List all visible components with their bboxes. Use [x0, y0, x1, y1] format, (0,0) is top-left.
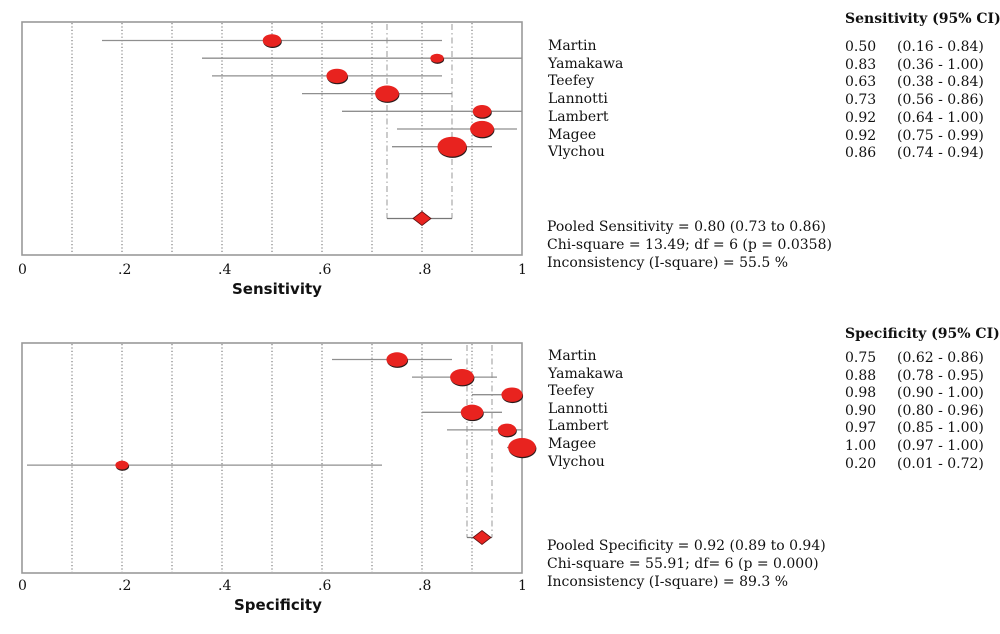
- sensitivity-forest-plot: [21, 21, 523, 256]
- study-ci: (0.16 - 0.84): [897, 39, 984, 55]
- study-estimate: 0.63: [845, 74, 877, 91]
- point-estimate: [460, 404, 484, 420]
- study-ci: (0.38 - 0.84): [897, 74, 984, 91]
- study-estimate: 0.97: [845, 420, 877, 437]
- x-axis-label: Sensitivity: [232, 280, 322, 298]
- estimates-column-header: Specificity (95% CI): [845, 326, 1000, 342]
- study-ci: (0.01 - 0.72): [897, 455, 984, 472]
- study-ci: (0.85 - 1.00): [897, 420, 984, 437]
- study-estimate: 1.00: [845, 438, 877, 454]
- study-ci: (0.56 - 0.86): [897, 92, 984, 109]
- x-tick-label: .2: [118, 262, 132, 278]
- x-axis-label: Specificity: [234, 596, 322, 614]
- study-name: Magee: [548, 436, 597, 452]
- x-tick-label: .4: [218, 262, 232, 278]
- study-name: Lambert: [548, 418, 609, 435]
- pooled-estimate-diamond: [412, 210, 432, 227]
- point-estimate: [501, 387, 523, 402]
- study-ci: (0.64 - 1.00): [897, 109, 984, 126]
- x-tick-label: .6: [318, 578, 332, 594]
- point-estimate: [386, 352, 408, 367]
- study-name: Yamakawa: [548, 55, 624, 72]
- study-name: Martin: [548, 348, 597, 364]
- point-estimate: [437, 136, 467, 157]
- x-tick-label: .6: [318, 262, 332, 278]
- pooled-statistic: Chi-square = 55.91; df= 6 (p = 0.000): [547, 556, 819, 572]
- study-estimate: 0.92: [845, 109, 877, 126]
- study-estimate: 0.88: [845, 367, 877, 384]
- point-estimate: [470, 120, 494, 138]
- x-tick-label: .8: [418, 262, 432, 278]
- study-name: Lannotti: [548, 400, 608, 417]
- study-estimate: 0.20: [845, 455, 877, 472]
- point-estimate: [115, 460, 129, 470]
- x-tick-label: .2: [118, 578, 132, 594]
- x-tick-label: 1: [518, 262, 527, 278]
- x-tick-label: 1: [518, 578, 527, 594]
- plot-frame: [21, 21, 523, 256]
- study-name: Lambert: [548, 108, 609, 125]
- study-estimate: 0.86: [845, 145, 877, 162]
- study-name: Vlychou: [548, 144, 605, 161]
- study-ci: (0.90 - 1.00): [897, 385, 984, 402]
- study-estimate: 0.92: [845, 127, 877, 144]
- point-estimate: [262, 34, 282, 47]
- point-estimate: [508, 438, 536, 457]
- study-name: Martin: [548, 38, 597, 54]
- study-ci: (0.78 - 0.95): [897, 367, 984, 384]
- point-estimate: [450, 368, 474, 386]
- study-estimate: 0.83: [845, 56, 877, 73]
- study-ci: (0.75 - 0.99): [897, 127, 984, 144]
- study-estimate: 0.73: [845, 92, 877, 109]
- study-name: Vlychou: [548, 453, 605, 470]
- study-estimate: 0.90: [845, 402, 877, 419]
- x-tick-label: 0: [18, 262, 27, 278]
- study-estimate: 0.98: [845, 385, 877, 402]
- study-ci: (0.80 - 0.96): [897, 402, 984, 419]
- x-tick-label: 0: [18, 578, 27, 594]
- specificity-forest-plot: [21, 342, 537, 574]
- point-estimate: [472, 105, 492, 118]
- point-estimate: [326, 68, 348, 84]
- study-name: Teefey: [548, 73, 595, 90]
- x-tick-label: .4: [218, 578, 232, 594]
- x-tick-label: .8: [418, 578, 432, 594]
- point-estimate: [430, 53, 444, 63]
- study-ci: (0.62 - 0.86): [897, 350, 984, 366]
- study-name: Yamakawa: [548, 365, 624, 382]
- study-ci: (0.97 - 1.00): [897, 438, 984, 454]
- study-ci: (0.74 - 0.94): [897, 145, 984, 162]
- pooled-statistic: Chi-square = 13.49; df = 6 (p = 0.0358): [547, 237, 832, 253]
- study-name: Lannotti: [548, 91, 608, 108]
- pooled-statistic: Inconsistency (I-square) = 89.3 %: [547, 574, 789, 590]
- study-estimate: 0.50: [845, 39, 877, 55]
- estimates-column-header: Sensitivity (95% CI): [845, 11, 1000, 27]
- point-estimate: [497, 423, 517, 437]
- pooled-estimate-diamond: [472, 529, 492, 546]
- study-ci: (0.36 - 1.00): [897, 56, 984, 73]
- point-estimate: [375, 85, 399, 102]
- study-name: Teefey: [548, 383, 595, 400]
- pooled-statistic: Inconsistency (I-square) = 55.5 %: [547, 255, 789, 271]
- pooled-statistic: Pooled Sensitivity = 0.80 (0.73 to 0.86): [547, 219, 826, 235]
- study-estimate: 0.75: [845, 350, 877, 366]
- pooled-statistic: Pooled Specificity = 0.92 (0.89 to 0.94): [547, 538, 826, 554]
- study-name: Magee: [548, 126, 597, 143]
